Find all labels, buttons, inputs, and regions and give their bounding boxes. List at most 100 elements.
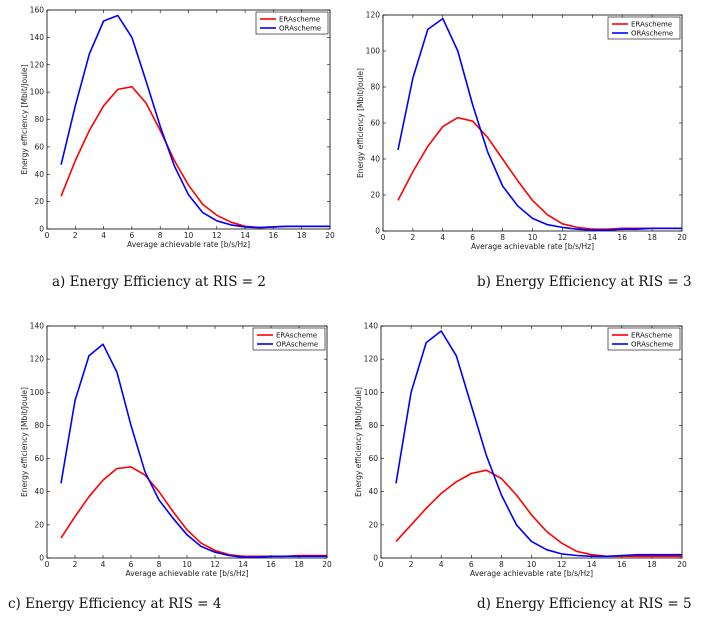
x-tick-label: 12 <box>558 233 568 242</box>
x-tick-label: 8 <box>499 560 504 569</box>
legend-label: ERAscheme <box>279 16 320 24</box>
x-tick-label: 16 <box>266 560 276 569</box>
x-tick-label: 0 <box>45 560 50 569</box>
y-tick-label: 100 <box>366 47 381 56</box>
y-tick-label: 20 <box>34 197 44 206</box>
y-tick-label: 60 <box>368 454 378 463</box>
legend-label: ORAscheme <box>631 341 673 349</box>
y-tick-label: 20 <box>368 520 378 529</box>
y-tick-label: 40 <box>34 487 44 496</box>
y-tick-label: 40 <box>34 170 44 179</box>
legend-label: ERAscheme <box>631 21 672 29</box>
y-axis-label: Energy efficiency [Mbit/Joule] <box>20 64 29 174</box>
x-tick-label: 4 <box>101 560 106 569</box>
x-tick-label: 2 <box>73 560 78 569</box>
x-tick-label: 20 <box>677 233 687 242</box>
x-tick-label: 18 <box>294 560 304 569</box>
x-tick-label: 14 <box>240 231 250 240</box>
x-tick-label: 4 <box>439 560 444 569</box>
x-tick-label: 20 <box>325 231 335 240</box>
chart-a: 0 2 4 6 8 10 12 14 16 18 20 0 20 40 60 80 100 120 140 160 Av… <box>20 6 335 250</box>
series-line-ORAscheme <box>60 14 330 229</box>
x-tick-label: 14 <box>588 233 598 242</box>
x-axis-label: Average achievable rate [b/s/Hz] <box>471 242 594 251</box>
y-tick-label: 120 <box>30 60 45 69</box>
x-tick-label: 16 <box>269 231 279 240</box>
x-tick-label: 12 <box>210 560 220 569</box>
x-tick-label: 18 <box>647 233 657 242</box>
y-tick-label: 140 <box>364 322 379 331</box>
x-tick-label: 4 <box>440 233 445 242</box>
y-tick-label: 140 <box>30 322 45 331</box>
x-axis-label: Average achievable rate [b/s/Hz] <box>470 569 593 578</box>
y-tick-label: 60 <box>370 119 380 128</box>
y-tick-label: 100 <box>30 88 45 97</box>
y-tick-label: 80 <box>34 115 44 124</box>
x-axis-label: Average achievable rate [b/s/Hz] <box>126 569 249 578</box>
chart-panel-d: 0 2 4 6 8 10 12 14 16 18 20 0 20 40 60 80 100 120 140 Avera… <box>355 316 709 628</box>
x-tick-label: 20 <box>322 560 332 569</box>
legend-label: ORAscheme <box>276 341 318 349</box>
x-tick-label: 0 <box>381 233 386 242</box>
x-tick-label: 2 <box>411 233 416 242</box>
y-tick-label: 120 <box>364 355 379 364</box>
legend-label: ERAscheme <box>631 332 672 340</box>
y-tick-label: 80 <box>368 421 378 430</box>
y-axis-label: Energy efficiency [Mbit/Joule] <box>356 68 365 178</box>
x-tick-label: 10 <box>528 233 538 242</box>
x-axis-label: Average achievable rate [b/s/Hz] <box>127 240 250 249</box>
y-tick-label: 0 <box>375 227 380 236</box>
y-tick-label: 60 <box>34 454 44 463</box>
x-tick-label: 16 <box>617 560 627 569</box>
y-tick-label: 120 <box>30 355 45 364</box>
x-tick-label: 12 <box>557 560 567 569</box>
y-axis-label: Energy efficiency [Mbit/Joule] <box>20 387 29 497</box>
x-tick-label: 14 <box>587 560 597 569</box>
series-line-ORAscheme <box>395 330 682 558</box>
y-tick-label: 80 <box>34 421 44 430</box>
chart-panel-c: 0 2 4 6 8 10 12 14 16 18 20 0 20 40 60 80 100 120 140 Avera… <box>0 316 354 628</box>
series-line-ORAscheme <box>60 343 327 558</box>
y-axis-label: Energy efficiency [Mbit/Joule] <box>355 387 363 497</box>
x-tick-label: 20 <box>677 560 687 569</box>
x-tick-label: 14 <box>238 560 248 569</box>
y-tick-label: 100 <box>30 388 45 397</box>
x-tick-label: 16 <box>617 233 627 242</box>
caption-d: d) Energy Efficiency at RIS = 5 <box>477 596 692 612</box>
x-tick-label: 8 <box>157 560 162 569</box>
plot-area <box>382 14 683 232</box>
y-tick-label: 120 <box>366 11 381 20</box>
x-tick-label: 8 <box>158 231 163 240</box>
plot-area <box>46 9 331 230</box>
x-tick-label: 6 <box>130 231 135 240</box>
legend-label: ORAscheme <box>279 25 321 33</box>
x-tick-label: 18 <box>297 231 307 240</box>
legend-label: ERAscheme <box>276 332 317 340</box>
plot-area <box>380 325 683 559</box>
caption-b: b) Energy Efficiency at RIS = 3 <box>477 274 692 290</box>
x-tick-label: 8 <box>500 233 505 242</box>
y-tick-label: 60 <box>34 142 44 151</box>
chart-panel-a: 0 2 4 6 8 10 12 14 16 18 20 0 20 40 60 80 100 120 140 160 Av… <box>0 0 354 312</box>
y-tick-label: 0 <box>39 225 44 234</box>
y-tick-label: 20 <box>34 520 44 529</box>
series-line-ORAscheme <box>397 17 682 231</box>
x-tick-label: 2 <box>73 231 78 240</box>
x-tick-label: 6 <box>470 233 475 242</box>
series-line-ERAscheme <box>397 116 682 230</box>
caption-c: c) Energy Efficiency at RIS = 4 <box>8 596 222 612</box>
x-tick-label: 6 <box>469 560 474 569</box>
chart-d: 0 2 4 6 8 10 12 14 16 18 20 0 20 40 60 80 100 120 140 Avera… <box>355 322 687 579</box>
x-tick-label: 0 <box>379 560 384 569</box>
legend-label: ORAscheme <box>631 30 673 38</box>
plot-area <box>46 325 328 559</box>
x-tick-label: 2 <box>409 560 414 569</box>
series-line-ERAscheme <box>395 469 682 558</box>
caption-a: a) Energy Efficiency at RIS = 2 <box>52 274 266 290</box>
y-tick-label: 40 <box>368 487 378 496</box>
chart-panel-b: 0 2 4 6 8 10 12 14 16 18 20 0 20 40 60 80 100 120 Average … <box>355 0 709 312</box>
x-tick-label: 6 <box>129 560 134 569</box>
x-tick-label: 0 <box>45 231 50 240</box>
chart-c: 0 2 4 6 8 10 12 14 16 18 20 0 20 40 60 80 100 120 140 Avera… <box>20 322 332 579</box>
x-tick-label: 4 <box>101 231 106 240</box>
